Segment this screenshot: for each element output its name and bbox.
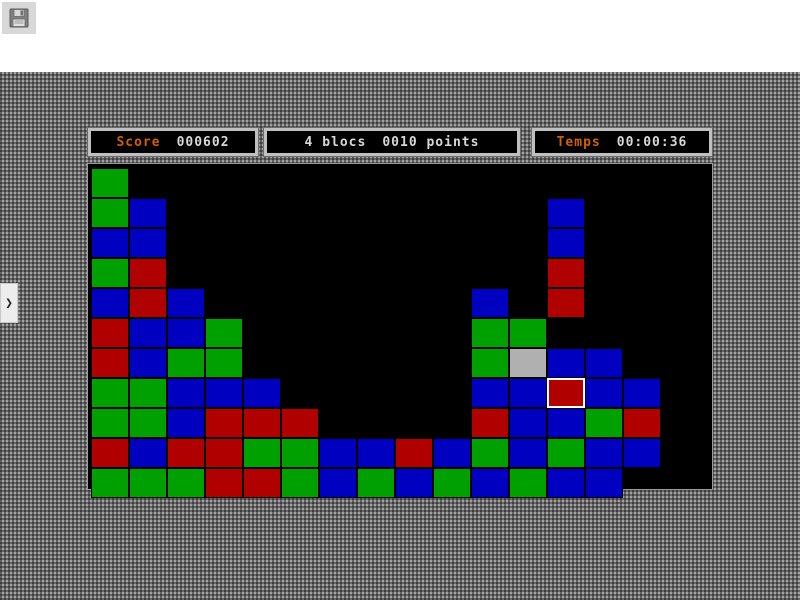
time-value: 00:00:36 (616, 134, 688, 150)
block-cell-blue[interactable] (471, 288, 509, 318)
block-cell-green[interactable] (129, 468, 167, 498)
block-cell-green[interactable] (167, 348, 205, 378)
block-cell-red[interactable] (243, 468, 281, 498)
block-cell-blue[interactable] (167, 408, 205, 438)
block-cell-blue[interactable] (623, 438, 661, 468)
block-cell-blue[interactable] (585, 468, 623, 498)
block-cell-red[interactable] (281, 408, 319, 438)
blocs-count: 4 blocs (304, 134, 367, 150)
block-cell-blue[interactable] (205, 378, 243, 408)
block-cell-blue[interactable] (129, 438, 167, 468)
block-cell-green[interactable] (433, 468, 471, 498)
block-cell-blue[interactable] (243, 378, 281, 408)
block-cell-green[interactable] (91, 198, 129, 228)
block-cell-green[interactable] (129, 408, 167, 438)
block-cell-red[interactable] (205, 438, 243, 468)
block-cell-green[interactable] (585, 408, 623, 438)
time-panel: Temps 00:00:36 (532, 128, 712, 156)
block-cell-green[interactable] (129, 378, 167, 408)
block-cell-red[interactable] (91, 348, 129, 378)
block-cell-green[interactable] (243, 438, 281, 468)
block-cell-green[interactable] (167, 468, 205, 498)
block-cell-red[interactable] (395, 438, 433, 468)
block-cell-red[interactable] (167, 438, 205, 468)
block-cell-blue[interactable] (167, 288, 205, 318)
block-cell-blue[interactable] (547, 468, 585, 498)
block-cell-red[interactable] (129, 288, 167, 318)
block-cell-blue[interactable] (623, 378, 661, 408)
block-cell-green[interactable] (357, 468, 395, 498)
block-cell-red[interactable] (205, 408, 243, 438)
block-cell-green[interactable] (91, 168, 129, 198)
block-cell-green[interactable] (205, 348, 243, 378)
block-cell-blue[interactable] (319, 468, 357, 498)
block-cell-blue[interactable] (585, 348, 623, 378)
block-cell-blue[interactable] (547, 348, 585, 378)
block-cell-green[interactable] (509, 318, 547, 348)
block-cell-red[interactable] (547, 258, 585, 288)
block-cell-blue[interactable] (357, 438, 395, 468)
block-cell-green[interactable] (509, 468, 547, 498)
block-cell-green[interactable] (91, 468, 129, 498)
block-cell-blue[interactable] (547, 408, 585, 438)
block-cell-blue[interactable] (129, 198, 167, 228)
toolbar (0, 0, 800, 72)
block-cell-blue[interactable] (129, 318, 167, 348)
block-cell-green[interactable] (205, 318, 243, 348)
block-cell-blue[interactable] (91, 288, 129, 318)
block-cell-blue[interactable] (471, 468, 509, 498)
block-cell-green[interactable] (91, 378, 129, 408)
block-cell-blue[interactable] (91, 228, 129, 258)
block-cell-red[interactable] (91, 318, 129, 348)
playfield[interactable] (88, 164, 712, 498)
block-cell-blue[interactable] (509, 378, 547, 408)
block-cell-red[interactable] (91, 438, 129, 468)
block-cell-blue[interactable] (167, 318, 205, 348)
chevron-right-icon[interactable]: ❯ (0, 283, 18, 323)
block-cell-blue[interactable] (585, 438, 623, 468)
block-cell-blue[interactable] (433, 438, 471, 468)
block-cell-red[interactable] (471, 408, 509, 438)
block-cell-green[interactable] (471, 348, 509, 378)
save-button[interactable] (2, 2, 36, 34)
block-cell-green[interactable] (547, 438, 585, 468)
block-cell-blue[interactable] (509, 408, 547, 438)
floppy-disk-icon (9, 8, 29, 28)
score-label: Score (116, 134, 161, 150)
block-cell-red[interactable] (129, 258, 167, 288)
block-cell-blue[interactable] (585, 378, 623, 408)
block-cell-red[interactable] (205, 468, 243, 498)
block-cell-blue[interactable] (509, 438, 547, 468)
block-cell-blue[interactable] (395, 468, 433, 498)
score-value: 000602 (176, 134, 230, 150)
block-cell-blue[interactable] (319, 438, 357, 468)
block-cell-blue[interactable] (547, 228, 585, 258)
block-cell-green[interactable] (91, 408, 129, 438)
block-cell-red[interactable] (243, 408, 281, 438)
score-panel: Score 000602 (88, 128, 258, 156)
block-cell-green[interactable] (471, 438, 509, 468)
block-cell-blue[interactable] (167, 378, 205, 408)
block-cell-blue[interactable] (547, 198, 585, 228)
block-cell-blue[interactable] (471, 378, 509, 408)
block-cell-red-selected[interactable] (547, 378, 585, 408)
block-cell-green[interactable] (91, 258, 129, 288)
blocs-panel: 4 blocs 0010 points (264, 128, 520, 156)
block-cell-red[interactable] (623, 408, 661, 438)
block-cell-green[interactable] (471, 318, 509, 348)
block-cell-blue[interactable] (129, 348, 167, 378)
block-cell-red[interactable] (547, 288, 585, 318)
blocs-points: 0010 points (382, 134, 480, 150)
block-cell-green[interactable] (281, 438, 319, 468)
time-label: Temps (556, 134, 601, 150)
block-cell-gray[interactable] (509, 348, 547, 378)
block-cell-blue[interactable] (129, 228, 167, 258)
block-cell-green[interactable] (281, 468, 319, 498)
